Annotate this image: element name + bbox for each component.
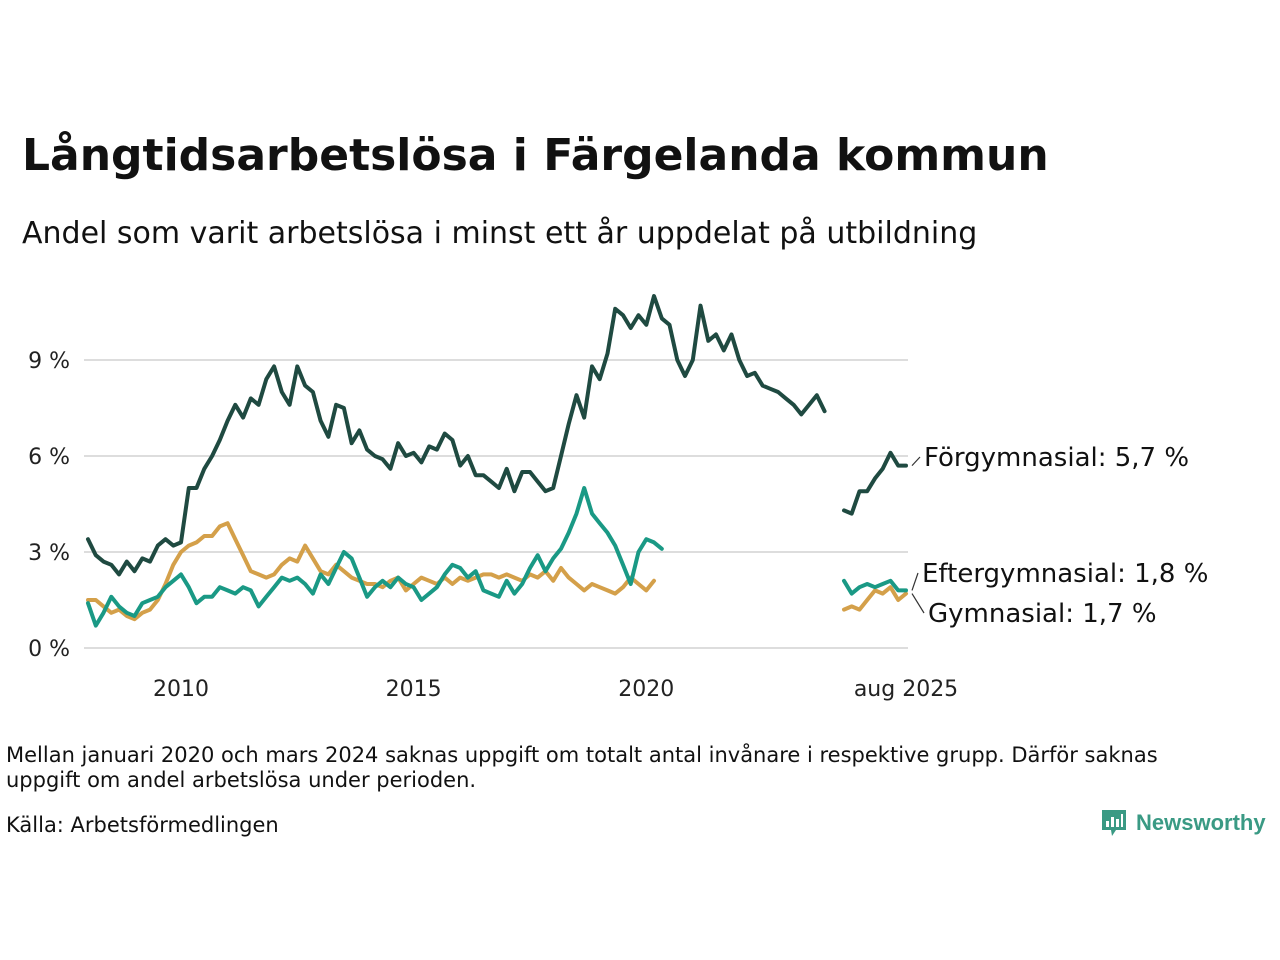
brand-logo[interactable]: Newsworthy xyxy=(1100,808,1266,838)
series-end-label: Gymnasial: 1,7 % xyxy=(928,599,1157,629)
series-line-forgymnasial xyxy=(842,450,908,516)
y-tick-label: 3 % xyxy=(28,541,70,566)
x-axis-ticks: 2010 2015 2020 aug 2025 xyxy=(153,677,958,702)
y-axis-ticks: 0 % 3 % 6 % 9 % xyxy=(28,349,70,662)
chart-title: Långtidsarbetslösa i Färgelanda kommun xyxy=(22,130,1049,181)
line-chart: 0 % 3 % 6 % 9 % 2010 2015 2020 aug 2025 Förgym… xyxy=(28,294,1208,702)
x-tick-label: 2010 xyxy=(153,677,209,702)
series-lines xyxy=(86,294,908,628)
series-end-label: Förgymnasial: 5,7 % xyxy=(924,443,1189,473)
label-leader-line xyxy=(911,572,919,591)
x-tick-label: 2020 xyxy=(618,677,674,702)
series-line-eftergymnasial xyxy=(86,486,664,628)
series-line-eftergymnasial xyxy=(842,578,908,596)
brand-name: Newsworthy xyxy=(1136,810,1266,835)
newsworthy-logo-icon xyxy=(1102,810,1126,836)
label-leader-line xyxy=(911,456,921,467)
source-credit: Källa: Arbetsförmedlingen xyxy=(6,813,279,837)
x-tick-label: aug 2025 xyxy=(854,677,958,702)
series-line-gymnasial xyxy=(842,585,908,612)
label-leader-line xyxy=(911,593,925,614)
gridlines xyxy=(84,359,908,649)
series-end-label: Eftergymnasial: 1,8 % xyxy=(922,559,1208,589)
series-line-forgymnasial xyxy=(86,294,827,577)
series-line-gymnasial xyxy=(86,521,656,622)
x-tick-label: 2015 xyxy=(386,677,442,702)
footnote: Mellan januari 2020 och mars 2024 saknas… xyxy=(6,743,1158,792)
y-tick-label: 6 % xyxy=(28,445,70,470)
y-tick-label: 9 % xyxy=(28,349,70,374)
chart-subtitle: Andel som varit arbetslösa i minst ett å… xyxy=(22,216,978,251)
series-end-labels: Förgymnasial: 5,7 % Eftergymnasial: 1,8 %… xyxy=(911,443,1208,629)
y-tick-label: 0 % xyxy=(28,637,70,662)
